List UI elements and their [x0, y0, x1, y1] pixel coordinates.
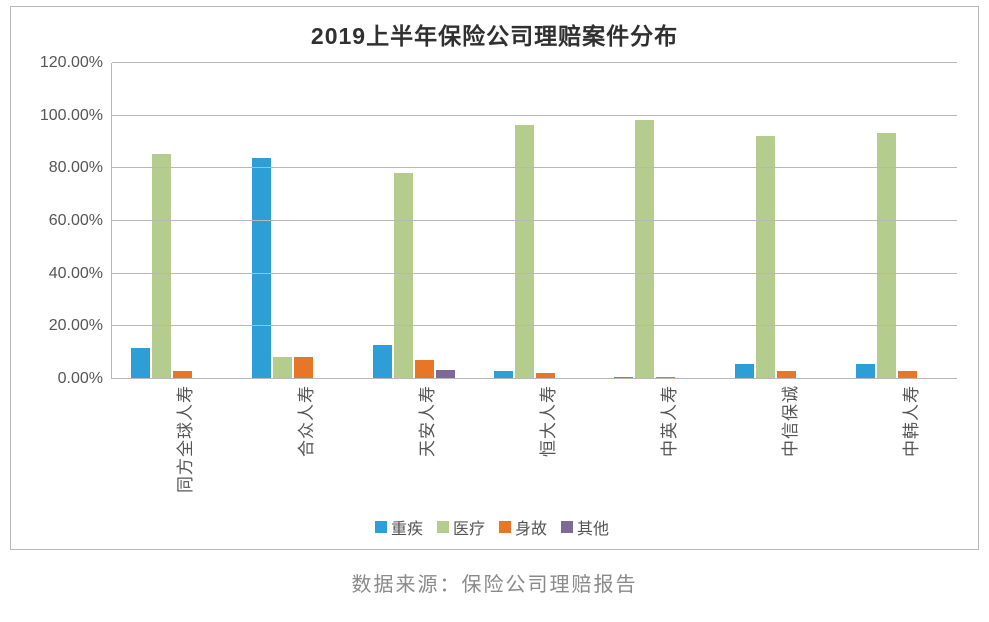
plot-area [111, 63, 957, 379]
legend-swatch [499, 521, 511, 533]
grid-line [112, 62, 957, 63]
grid-line [112, 220, 957, 221]
bar [515, 125, 534, 378]
bar [777, 371, 796, 378]
grid-line [112, 325, 957, 326]
legend-label: 重疾 [391, 515, 423, 539]
x-tick-label: 中韩人寿 [836, 379, 957, 509]
bar [656, 377, 675, 378]
legend-swatch [437, 521, 449, 533]
bar [152, 154, 171, 378]
bar [756, 136, 775, 378]
grid-line [112, 273, 957, 274]
y-tick-label: 120.00% [13, 55, 103, 71]
bar [131, 348, 150, 378]
bar [436, 370, 455, 378]
x-tick-label: 天安人寿 [353, 379, 474, 509]
legend-item: 医疗 [437, 515, 485, 539]
bar [252, 158, 271, 378]
x-tick-label: 中信保诚 [715, 379, 836, 509]
x-tick-label: 合众人寿 [232, 379, 353, 509]
legend-label: 医疗 [453, 515, 485, 539]
bar [494, 371, 513, 378]
y-tick-label: 100.00% [13, 108, 103, 124]
bar [735, 364, 754, 378]
bar [415, 360, 434, 378]
x-tick-label: 恒大人寿 [474, 379, 595, 509]
legend: 重疾 医疗 身故 其他 [357, 515, 627, 539]
bar [273, 357, 292, 378]
y-tick-label: 60.00% [13, 213, 103, 229]
y-tick-label: 40.00% [13, 266, 103, 282]
bar [536, 373, 555, 378]
bar [614, 377, 633, 378]
bar [856, 364, 875, 378]
y-tick-label: 0.00% [13, 371, 103, 387]
legend-label: 其他 [577, 515, 609, 539]
legend-item: 其他 [561, 515, 609, 539]
bar [173, 371, 192, 378]
bar [294, 357, 313, 378]
legend-item: 重疾 [375, 515, 423, 539]
bar [373, 345, 392, 378]
legend-swatch [561, 521, 573, 533]
legend-swatch [375, 521, 387, 533]
x-tick-label: 同方全球人寿 [111, 379, 232, 509]
chart-title: 2019上半年保险公司理赔案件分布 [11, 7, 978, 51]
bar [898, 371, 917, 378]
y-tick-label: 80.00% [13, 160, 103, 176]
grid-line [112, 115, 957, 116]
y-tick-label: 20.00% [13, 318, 103, 334]
y-axis: 0.00%20.00%40.00%60.00%80.00%100.00%120.… [11, 63, 111, 379]
chart-frame: 2019上半年保险公司理赔案件分布 0.00% 20.00% 40.00% 60.00… [10, 6, 979, 550]
bar [635, 120, 654, 378]
x-axis-labels: 同方全球人寿合众人寿天安人寿恒大人寿中英人寿中信保诚中韩人寿 [111, 379, 957, 509]
bar [877, 133, 896, 378]
grid-line [112, 167, 957, 168]
bar [394, 173, 413, 378]
legend-label: 身故 [515, 515, 547, 539]
data-source-caption: 数据来源：保险公司理赔报告 [10, 568, 979, 597]
legend-item: 身故 [499, 515, 547, 539]
x-tick-label: 中英人寿 [594, 379, 715, 509]
